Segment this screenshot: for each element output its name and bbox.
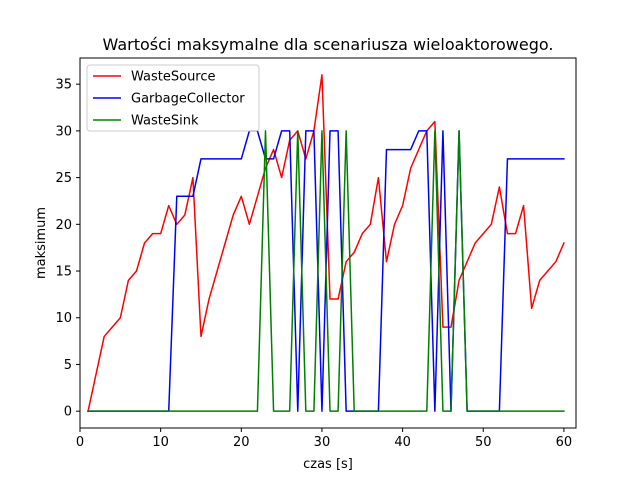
chart-title: Wartości maksymalne dla scenariusza wiel…	[103, 35, 554, 54]
series-line-wastesink	[87, 130, 565, 412]
x-tick-label: 30	[314, 435, 331, 450]
series-line-wastesource	[87, 74, 565, 413]
y-tick-label: 10	[55, 311, 72, 326]
x-tick-label: 40	[394, 435, 411, 450]
y-tick-label: 15	[55, 265, 72, 280]
y-axis-title: maksimum	[34, 207, 49, 279]
legend-label-wastesink: WasteSink	[131, 114, 199, 129]
y-tick-label: 30	[55, 124, 72, 139]
x-axis-title: czas [s]	[303, 457, 353, 472]
y-tick-label: 35	[55, 78, 72, 93]
y-axis: 0 5 10 15 20 25 30 35	[55, 78, 80, 420]
x-tick-label: 60	[556, 435, 573, 450]
y-tick-label: 20	[55, 218, 72, 233]
legend-box	[86, 64, 260, 132]
x-tick-label: 20	[233, 435, 250, 450]
plot-lines	[87, 74, 565, 413]
x-tick-label: 10	[152, 435, 169, 450]
plot-frame	[79, 57, 577, 429]
legend: WasteSource GarbageCollector WasteSink	[86, 64, 260, 132]
legend-label-wastesource: WasteSource	[131, 70, 216, 85]
y-tick-label: 5	[64, 358, 72, 373]
y-tick-label: 0	[64, 405, 72, 420]
x-tick-label: 50	[475, 435, 492, 450]
x-axis: 0 10 20 30 40 50 60	[76, 428, 572, 450]
legend-label-garbagecollector: GarbageCollector	[131, 92, 245, 107]
x-tick-label: 0	[76, 435, 84, 450]
y-tick-label: 25	[55, 171, 72, 186]
